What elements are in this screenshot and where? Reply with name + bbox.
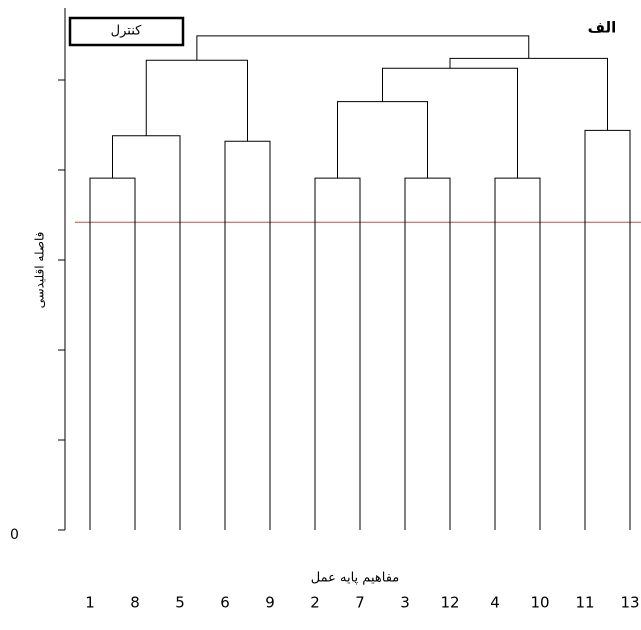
x-axis-label: مفاهیم پایه عمل — [311, 571, 399, 586]
leaf-label: 7 — [355, 594, 365, 612]
leaf-label: 12 — [440, 594, 459, 612]
leaf-label: 9 — [265, 594, 275, 612]
leaf-label: 4 — [490, 594, 500, 612]
leaf-label: 5 — [175, 594, 185, 612]
leaf-label: 1 — [85, 594, 95, 612]
leaf-label: 11 — [575, 594, 594, 612]
link — [338, 102, 428, 179]
link — [197, 36, 529, 60]
leaf-label: 3 — [400, 594, 410, 612]
chart: کنترل الف فاصله اقلیدسی مفاهیم پایه عمل … — [0, 0, 641, 630]
leaf-label: 10 — [530, 594, 549, 612]
link — [585, 130, 630, 530]
y-axis-label: فاصله اقلیدسی — [33, 232, 47, 309]
link — [315, 178, 360, 530]
link — [113, 136, 181, 530]
link — [383, 68, 518, 178]
legend-label: کنترل — [111, 24, 142, 39]
leaf-label: 6 — [220, 594, 230, 612]
y-tick-label: 0 — [10, 527, 19, 543]
link — [495, 178, 540, 530]
link — [90, 178, 135, 530]
leaf-label: 8 — [130, 594, 140, 612]
link — [405, 178, 450, 530]
chart-title: الف — [588, 19, 617, 37]
leaf-label: 2 — [310, 594, 320, 612]
link — [225, 141, 270, 530]
leaf-label: 13 — [620, 594, 639, 612]
link — [146, 60, 247, 141]
link — [450, 58, 608, 130]
